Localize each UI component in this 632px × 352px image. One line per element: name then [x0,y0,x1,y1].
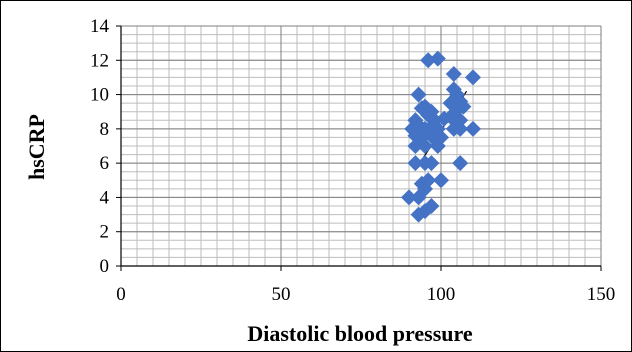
y-tick-label: 4 [100,187,110,208]
data-point [452,120,469,137]
data-point [465,69,481,86]
y-tick-label: 0 [100,256,110,277]
x-tick-label: 50 [272,284,291,305]
y-tick-labels: 0 2 4 6 8 10 12 14 [90,16,110,277]
x-tick-label: 150 [587,284,616,305]
data-point [429,120,446,137]
y-axis-title: hsCRP [24,114,49,180]
y-tick-label: 8 [100,119,110,140]
x-tick-labels: 0 50 100 150 [116,284,615,305]
data-points [401,50,481,223]
minor-gridlines [120,25,602,267]
x-axis-title: Diastolic blood pressure [247,321,473,346]
y-tick-label: 2 [100,222,110,243]
x-tick-label: 100 [427,284,456,305]
y-tick-label: 14 [90,16,110,37]
data-point [407,138,424,154]
y-tick-label: 10 [90,85,109,106]
data-point [423,155,440,172]
data-point [429,138,446,154]
y-tick-label: 12 [90,50,109,71]
data-point [410,86,427,103]
data-point [417,138,433,154]
data-point [455,98,472,115]
data-point [417,203,433,220]
axes [116,25,602,271]
x-tick-label: 0 [116,284,126,305]
y-tick-label: 6 [100,153,110,174]
data-point [429,50,446,67]
data-point [445,66,462,82]
data-point [452,155,469,172]
data-point [465,120,481,137]
data-point [407,155,424,172]
data-point [401,189,417,206]
data-point [433,172,449,189]
data-point [410,189,427,206]
